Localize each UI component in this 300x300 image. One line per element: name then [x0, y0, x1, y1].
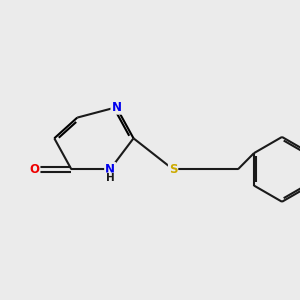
- Text: N: N: [105, 163, 115, 176]
- Text: S: S: [169, 163, 177, 176]
- Text: H: H: [106, 173, 115, 183]
- Text: N: N: [111, 101, 122, 114]
- Text: O: O: [29, 163, 40, 176]
